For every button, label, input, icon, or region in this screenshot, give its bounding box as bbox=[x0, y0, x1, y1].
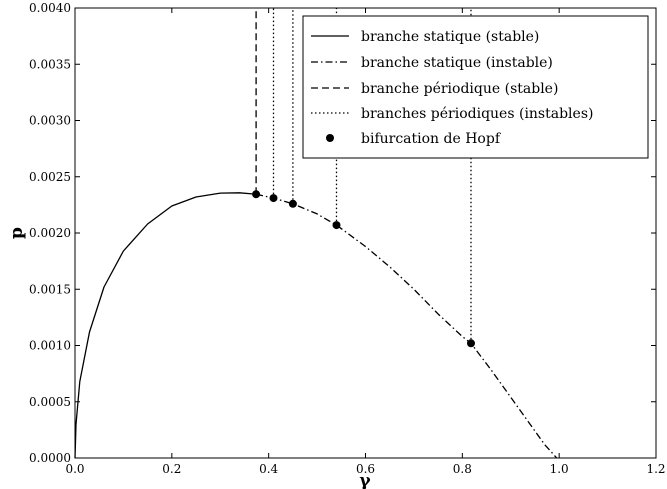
hopf-bifurcation-point bbox=[332, 221, 341, 230]
x-tick-label: 0.2 bbox=[162, 462, 181, 476]
x-tick-label: 1.0 bbox=[550, 462, 569, 476]
x-axis-label: γ bbox=[359, 471, 371, 489]
hopf-bifurcation-point bbox=[269, 194, 278, 203]
y-tick-label: 0.0010 bbox=[29, 339, 71, 353]
y-tick-label: 0.0040 bbox=[29, 1, 71, 15]
y-tick-label: 0.0015 bbox=[29, 282, 71, 296]
y-tick-label: 0.0000 bbox=[29, 451, 71, 465]
legend-label-static-stable: branche statique (stable) bbox=[361, 29, 539, 45]
legend-box bbox=[302, 15, 649, 159]
y-tick-label: 0.0025 bbox=[29, 170, 71, 184]
y-tick-label: 0.0005 bbox=[29, 395, 71, 409]
x-tick-label: 0.0 bbox=[65, 462, 84, 476]
y-tick-label: 0.0020 bbox=[29, 226, 71, 240]
legend-label-static-unstable: branche statique (instable) bbox=[361, 55, 553, 71]
series-branche-statique-stable-line bbox=[74, 192, 257, 459]
y-axis-label: p bbox=[7, 227, 27, 239]
x-tick-label: 0.6 bbox=[356, 462, 375, 476]
series-layer bbox=[74, 8, 558, 459]
legend-label-hopf: bifurcation de Hopf bbox=[361, 131, 502, 147]
y-tick-label: 0.0030 bbox=[29, 114, 71, 128]
x-tick-label: 0.8 bbox=[453, 462, 472, 476]
legend-swatch-hopf-marker bbox=[326, 134, 334, 142]
hopf-bifurcation-point bbox=[288, 199, 297, 208]
hopf-bifurcation-point bbox=[252, 190, 261, 199]
y-tick-label: 0.0035 bbox=[29, 57, 71, 71]
series-branche-statique-instable-line bbox=[255, 193, 558, 459]
x-tick-label: 1.2 bbox=[646, 462, 665, 476]
x-tick-label: 0.4 bbox=[259, 462, 278, 476]
legend-label-periodic-unstable: branches périodiques (instables) bbox=[361, 106, 593, 122]
ticks-layer: 0.0 0.2 0.4 0.6 0.8 1.0 1.2 0.0000 0.0005 0.0010 0… bbox=[29, 1, 666, 476]
hopf-bifurcation-point bbox=[467, 339, 475, 348]
legend-label-periodic-stable: branche périodique (stable) bbox=[361, 81, 558, 97]
legend: branche statique (stable) branche statiq… bbox=[302, 15, 649, 159]
